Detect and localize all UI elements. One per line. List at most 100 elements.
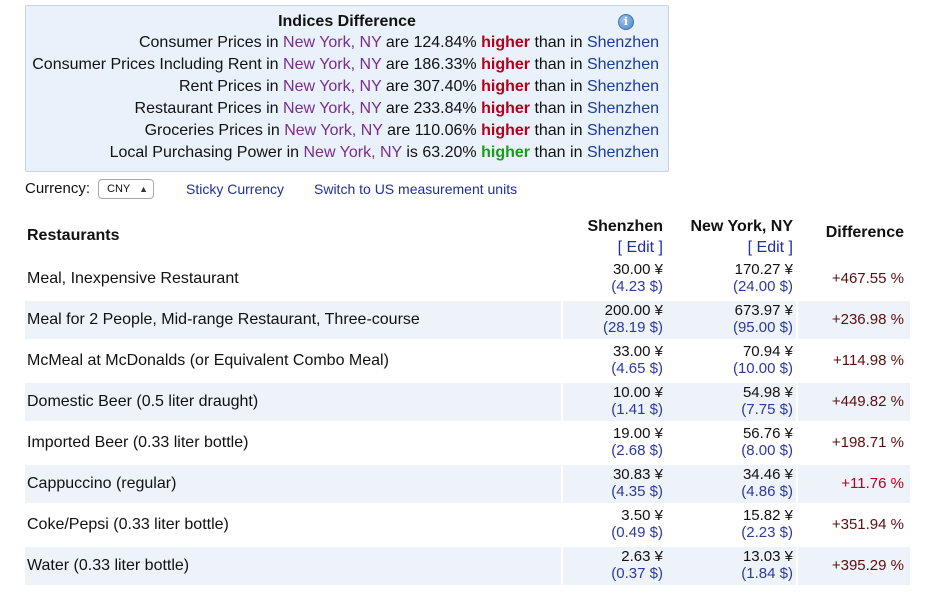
info-icon[interactable]: i (618, 14, 634, 30)
column-divider (796, 506, 798, 544)
sticky-currency-link[interactable]: Sticky Currency (186, 181, 285, 197)
price-difference: +395.29 % (831, 557, 904, 574)
col-header-difference: Difference (825, 224, 904, 241)
index-value: are 186.33% (385, 56, 477, 73)
price-usd: (10.00 $) (732, 360, 793, 377)
shenzhen-price: 200.00 ¥ (28.19 $) (555, 302, 663, 338)
index-city-link[interactable]: Shenzhen (586, 144, 659, 161)
index-city-link[interactable]: New York, NY (283, 100, 382, 117)
table-row: Domestic Beer (0.5 liter draught) 10.00 ¥… (25, 383, 910, 421)
index-city-link[interactable]: New York, NY (303, 144, 402, 161)
column-divider (561, 424, 563, 462)
index-value: are 233.84% (385, 100, 477, 117)
shenzhen-price: 30.00 ¥ (4.23 $) (555, 261, 663, 297)
index-city-link[interactable]: New York, NY (283, 78, 382, 95)
item-name: Domestic Beer (0.5 liter draught) (27, 393, 259, 410)
switch-units-link[interactable]: Switch to US measurement units (314, 181, 518, 197)
price-cny: 54.98 ¥ (742, 384, 793, 401)
index-line-label: Restaurant Prices in (134, 100, 279, 117)
price-cny: 10.00 ¥ (612, 384, 663, 401)
index-city-link[interactable]: New York, NY (283, 56, 382, 73)
price-usd: (2.68 $) (611, 442, 663, 459)
price-usd: (0.37 $) (611, 565, 663, 582)
index-line: Consumer Prices Including Rent in New Yo… (32, 55, 659, 75)
index-city-link[interactable]: New York, NY (284, 122, 383, 139)
table-row: Cappuccino (regular) 30.83 ¥ (4.35 $) 34.46… (25, 465, 910, 503)
price-cny: 56.76 ¥ (742, 425, 793, 442)
select-arrows-icon: ▲ (139, 184, 148, 194)
col-header-shenzhen: Shenzhen (587, 218, 663, 235)
index-value: is 63.20% (406, 144, 477, 161)
index-line-text: than in (534, 56, 583, 73)
price-usd: (7.75 $) (741, 401, 793, 418)
index-city-link[interactable]: Shenzhen (586, 100, 659, 117)
index-comparison: higher (481, 144, 530, 161)
index-city-link[interactable]: New York, NY (283, 34, 382, 51)
price-difference: +351.94 % (831, 516, 904, 533)
index-line-label: Consumer Prices in (138, 34, 279, 51)
index-line: Rent Prices in New York, NY are 307.40% … (179, 77, 659, 97)
edit-new-york-link[interactable]: [ Edit ] (747, 239, 793, 256)
column-divider (561, 260, 563, 298)
price-cny: 30.00 ¥ (612, 261, 663, 278)
price-cny: 30.83 ¥ (612, 466, 663, 483)
section-heading: Restaurants (27, 227, 120, 244)
index-line-label: Consumer Prices Including Rent in (32, 56, 279, 73)
price-difference: +11.76 % (841, 475, 904, 492)
index-line-text: than in (534, 144, 583, 161)
index-comparison: higher (481, 34, 530, 51)
index-line-text: than in (534, 100, 583, 117)
new-york-price: 54.98 ¥ (7.75 $) (685, 384, 793, 420)
price-cny: 33.00 ¥ (612, 343, 663, 360)
price-difference: +449.82 % (831, 393, 904, 410)
col-header-new-york: New York, NY (690, 218, 793, 235)
price-usd: (2.23 $) (741, 524, 793, 541)
price-cny: 15.82 ¥ (742, 507, 793, 524)
price-usd: (24.00 $) (732, 278, 793, 295)
index-city-link[interactable]: Shenzhen (586, 78, 659, 95)
new-york-price: 56.76 ¥ (8.00 $) (685, 425, 793, 461)
currency-select[interactable]: CNY ▲ (98, 179, 154, 199)
item-name: McMeal at McDonalds (or Equivalent Combo… (27, 352, 389, 369)
new-york-price: 34.46 ¥ (4.86 $) (685, 466, 793, 502)
currency-label: Currency: (25, 180, 91, 197)
price-cny: 34.46 ¥ (742, 466, 793, 483)
index-comparison: higher (481, 122, 530, 139)
shenzhen-price: 10.00 ¥ (1.41 $) (555, 384, 663, 420)
column-divider (561, 301, 563, 339)
index-city-link[interactable]: Shenzhen (586, 34, 659, 51)
price-cny: 70.94 ¥ (742, 343, 793, 360)
index-line-text: than in (534, 122, 583, 139)
item-name: Cappuccino (regular) (27, 475, 177, 492)
edit-shenzhen-link[interactable]: [ Edit ] (617, 239, 663, 256)
price-usd: (4.35 $) (611, 483, 663, 500)
table-row: Imported Beer (0.33 liter bottle) 19.00 ¥… (25, 424, 910, 462)
column-divider (796, 465, 798, 503)
price-usd: (4.23 $) (611, 278, 663, 295)
index-city-link[interactable]: Shenzhen (586, 56, 659, 73)
new-york-price: 673.97 ¥ (95.00 $) (685, 302, 793, 338)
index-value: are 110.06% (387, 122, 477, 139)
shenzhen-price: 2.63 ¥ (0.37 $) (555, 548, 663, 584)
price-usd: (4.86 $) (741, 483, 793, 500)
column-divider (561, 342, 563, 380)
column-divider (561, 383, 563, 421)
index-city-link[interactable]: Shenzhen (586, 122, 659, 139)
item-name: Water (0.33 liter bottle) (27, 557, 190, 574)
price-difference: +198.71 % (831, 434, 904, 451)
shenzhen-price: 3.50 ¥ (0.49 $) (555, 507, 663, 543)
column-divider (796, 342, 798, 380)
price-usd: (8.00 $) (741, 442, 793, 459)
index-value: are 307.40% (385, 78, 477, 95)
index-line-label: Local Purchasing Power in (109, 144, 300, 161)
index-comparison: higher (481, 100, 530, 117)
item-name: Meal for 2 People, Mid-range Restaurant,… (27, 311, 420, 328)
table-row: Water (0.33 liter bottle) 2.63 ¥ (0.37 $) 1… (25, 547, 910, 585)
new-york-price: 170.27 ¥ (24.00 $) (685, 261, 793, 297)
index-line: Local Purchasing Power in New York, NY i… (110, 143, 659, 163)
price-cny: 673.97 ¥ (734, 302, 793, 319)
column-divider (561, 465, 563, 503)
price-cny: 3.50 ¥ (621, 507, 663, 524)
shenzhen-price: 33.00 ¥ (4.65 $) (555, 343, 663, 379)
price-usd: (28.19 $) (602, 319, 663, 336)
